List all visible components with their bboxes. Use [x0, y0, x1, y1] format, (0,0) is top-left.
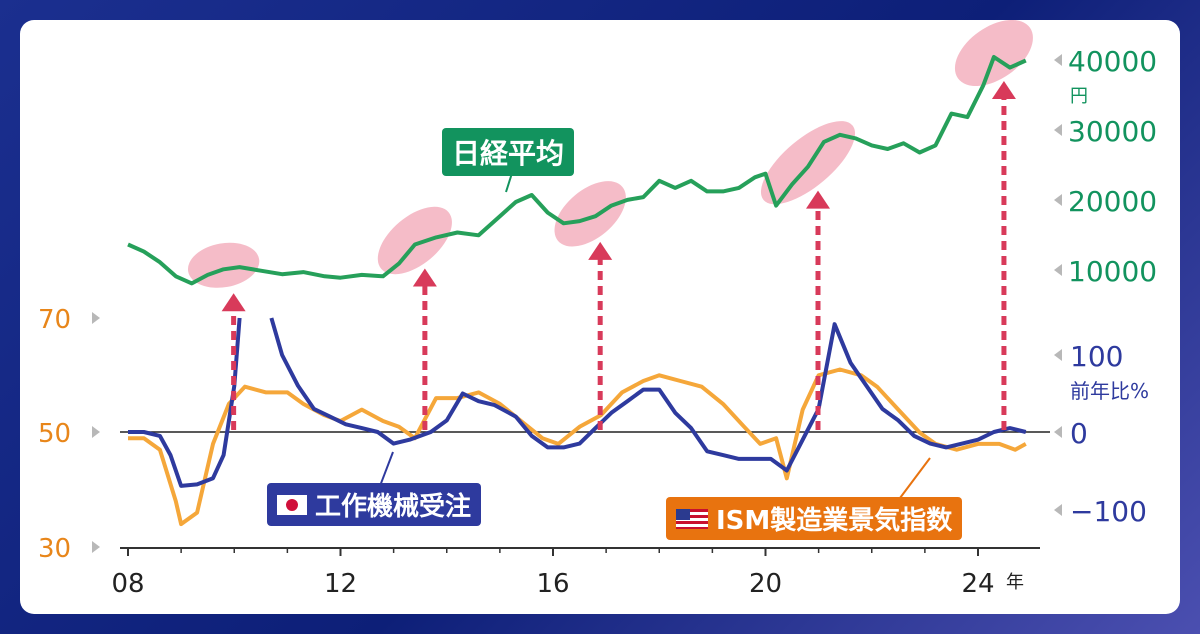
x-tick-label: 08 — [111, 569, 144, 599]
nikkei-series-label: 日経平均 — [442, 128, 575, 176]
orders-series-line — [269, 317, 1027, 473]
right-tick-marker — [1054, 124, 1062, 136]
nikkei-tick-label: 40000 — [1068, 45, 1157, 78]
x-tick-label: 24 — [961, 569, 994, 599]
left-tick-label: 50 — [38, 419, 71, 449]
left-tick-label: 70 — [38, 305, 71, 335]
orders-tick-label: 100 — [1070, 340, 1123, 373]
left-tick-marker — [92, 426, 100, 438]
right-tick-marker — [1054, 426, 1062, 438]
left-tick-marker — [92, 541, 100, 553]
orders-axis-unit: 前年比% — [1070, 379, 1149, 403]
chart-svg: 08 12 16 20 24 年 70 50 30 40000 30000 20000 10000 円 10… — [38, 20, 1157, 599]
japan-flag-icon — [277, 494, 307, 515]
arrow-head — [806, 190, 830, 209]
chart-card: 08 12 16 20 24 年 70 50 30 40000 30000 20000 10000 円 10… — [20, 20, 1180, 614]
arrow-head — [412, 268, 437, 287]
nikkei-axis-unit: 円 — [1070, 86, 1088, 107]
right-tick-marker — [1054, 264, 1062, 276]
right-tick-marker — [1054, 504, 1062, 516]
highlight-ellipse — [187, 242, 260, 288]
arrow-head — [588, 241, 613, 260]
highlight-ellipse — [377, 206, 452, 275]
left-tick-marker — [92, 312, 100, 324]
right-tick-marker — [1054, 194, 1062, 206]
orders-tick-label: 0 — [1070, 417, 1088, 450]
arrow-head — [991, 81, 1016, 99]
right-tick-marker — [1054, 349, 1062, 361]
us-flag-icon — [676, 508, 708, 529]
x-axis-unit: 年 — [1006, 572, 1024, 593]
nikkei-tick-label: 10000 — [1068, 255, 1157, 288]
highlight-ellipse — [554, 181, 626, 247]
nikkei-series-line — [127, 55, 1027, 286]
ism-series-label: ISM製造業景気指数 — [666, 497, 963, 540]
nikkei-tick-label: 20000 — [1068, 185, 1157, 218]
ism-label-connector — [899, 457, 931, 499]
right-tick-marker — [1054, 54, 1062, 66]
x-tick-label: 20 — [749, 569, 782, 599]
highlight-ellipse — [954, 20, 1033, 87]
orders-label-connector — [379, 451, 394, 487]
orders-tick-label: −100 — [1070, 495, 1147, 528]
ism-series-line — [128, 367, 1027, 527]
nikkei-tick-label: 30000 — [1068, 115, 1157, 148]
arrow-head — [221, 293, 246, 312]
x-tick-label: 12 — [324, 569, 357, 599]
orders-series-line — [128, 317, 242, 488]
highlight-ellipse — [760, 121, 856, 205]
x-tick-label: 16 — [536, 569, 569, 599]
left-tick-label: 30 — [38, 534, 71, 564]
machine-orders-series-label: 工作機械受注 — [267, 483, 482, 526]
